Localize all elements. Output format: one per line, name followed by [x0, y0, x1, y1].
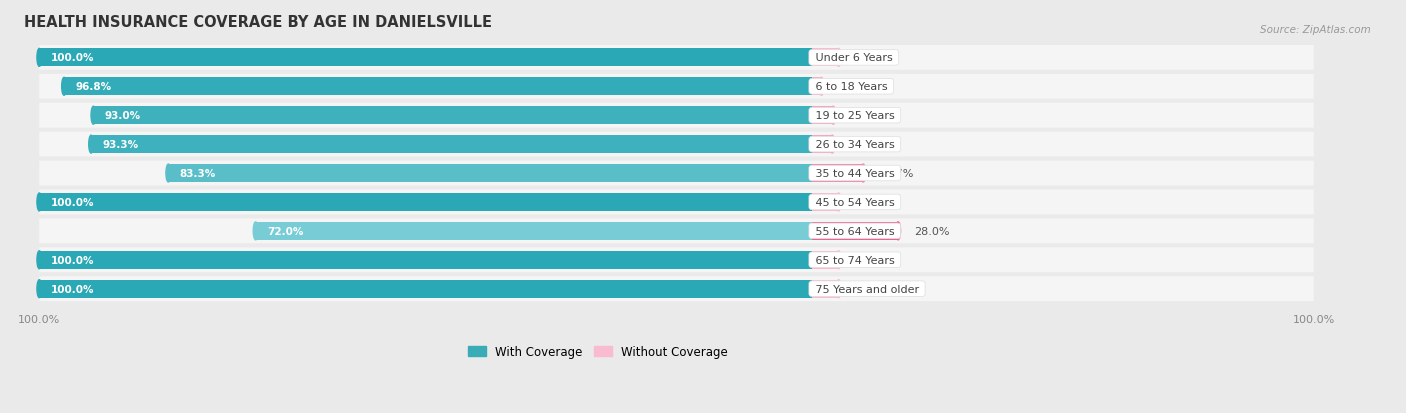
Circle shape [896, 222, 900, 240]
Bar [811, 280, 839, 298]
FancyBboxPatch shape [39, 248, 1313, 273]
Bar [39, 49, 811, 67]
Text: 19 to 25 Years: 19 to 25 Years [811, 111, 898, 121]
Circle shape [166, 165, 170, 183]
FancyBboxPatch shape [39, 219, 1313, 244]
Circle shape [837, 251, 841, 269]
Bar [811, 251, 839, 269]
Bar [811, 78, 821, 96]
Circle shape [253, 222, 259, 240]
Circle shape [837, 49, 841, 67]
Text: 0.0%: 0.0% [855, 197, 883, 207]
Bar [91, 136, 811, 154]
Circle shape [860, 165, 866, 183]
Text: Under 6 Years: Under 6 Years [811, 53, 896, 63]
Circle shape [837, 280, 841, 298]
Text: 100.0%: 100.0% [51, 197, 94, 207]
Text: 0.0%: 0.0% [855, 255, 883, 265]
Legend: With Coverage, Without Coverage: With Coverage, Without Coverage [463, 341, 733, 363]
Text: 100.0%: 100.0% [51, 284, 94, 294]
Text: 0.0%: 0.0% [855, 284, 883, 294]
Circle shape [830, 136, 835, 154]
Text: 3.2%: 3.2% [837, 82, 866, 92]
Text: 96.8%: 96.8% [76, 82, 111, 92]
Text: 6 to 18 Years: 6 to 18 Years [811, 82, 891, 92]
FancyBboxPatch shape [39, 161, 1313, 186]
Circle shape [37, 49, 42, 67]
Text: 6.7%: 6.7% [848, 140, 876, 150]
Circle shape [837, 194, 841, 211]
Circle shape [37, 280, 42, 298]
Bar [811, 194, 839, 211]
Text: 7.0%: 7.0% [849, 111, 877, 121]
Text: 35 to 44 Years: 35 to 44 Years [811, 169, 898, 178]
Text: 45 to 54 Years: 45 to 54 Years [811, 197, 898, 207]
Text: 75 Years and older: 75 Years and older [811, 284, 922, 294]
Text: 100.0%: 100.0% [51, 255, 94, 265]
Bar [811, 222, 898, 240]
Text: 65 to 74 Years: 65 to 74 Years [811, 255, 898, 265]
Text: 72.0%: 72.0% [267, 226, 304, 236]
Bar [811, 165, 863, 183]
Bar [93, 107, 811, 125]
Bar [39, 194, 811, 211]
FancyBboxPatch shape [39, 190, 1313, 215]
FancyBboxPatch shape [39, 277, 1313, 301]
Text: 16.7%: 16.7% [879, 169, 914, 178]
Bar [39, 251, 811, 269]
Text: 26 to 34 Years: 26 to 34 Years [811, 140, 898, 150]
Circle shape [37, 251, 42, 269]
Text: 93.0%: 93.0% [105, 111, 141, 121]
Bar [65, 78, 811, 96]
Text: Source: ZipAtlas.com: Source: ZipAtlas.com [1260, 25, 1371, 35]
Text: 55 to 64 Years: 55 to 64 Years [811, 226, 898, 236]
Text: 100.0%: 100.0% [51, 53, 94, 63]
Text: 0.0%: 0.0% [855, 53, 883, 63]
Text: HEALTH INSURANCE COVERAGE BY AGE IN DANIELSVILLE: HEALTH INSURANCE COVERAGE BY AGE IN DANI… [24, 15, 492, 30]
Text: 83.3%: 83.3% [180, 169, 217, 178]
Text: 28.0%: 28.0% [914, 226, 949, 236]
FancyBboxPatch shape [39, 104, 1313, 128]
Bar [811, 136, 832, 154]
Circle shape [91, 107, 96, 125]
Circle shape [37, 194, 42, 211]
Bar [256, 222, 811, 240]
Text: 93.3%: 93.3% [103, 140, 139, 150]
Bar [811, 107, 834, 125]
Circle shape [831, 107, 835, 125]
Bar [169, 165, 811, 183]
FancyBboxPatch shape [39, 132, 1313, 157]
Circle shape [62, 78, 66, 96]
Circle shape [820, 78, 824, 96]
FancyBboxPatch shape [39, 75, 1313, 100]
Bar [39, 280, 811, 298]
FancyBboxPatch shape [39, 46, 1313, 71]
Bar [811, 49, 839, 67]
Circle shape [89, 136, 93, 154]
